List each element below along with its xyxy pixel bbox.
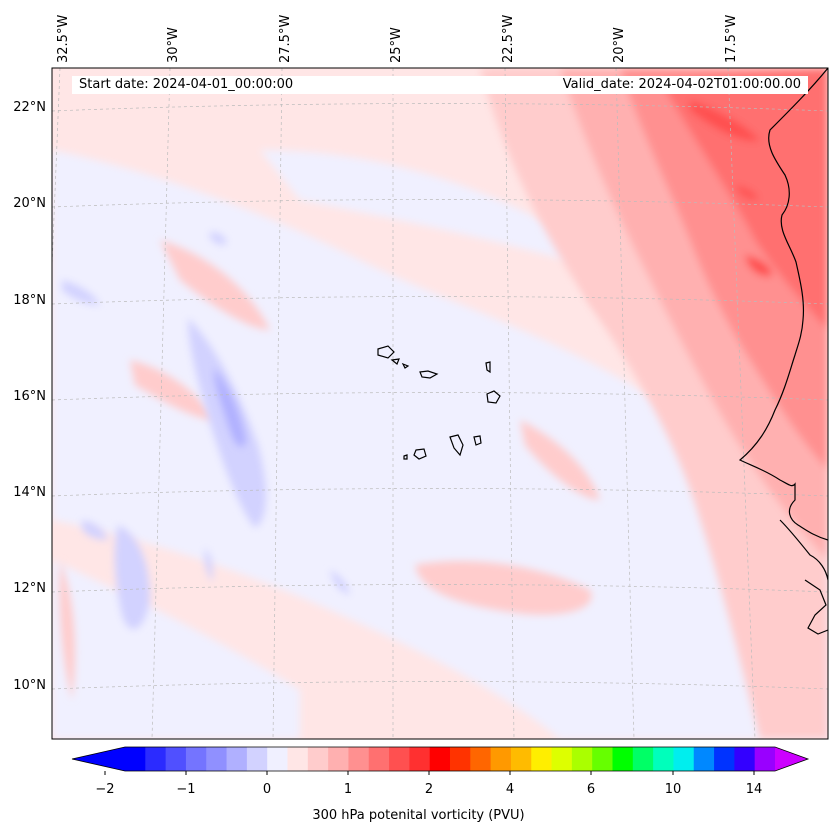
lat-tick-label: 20°N <box>13 196 46 211</box>
lon-tick-label: 32.5°W <box>56 15 71 63</box>
lat-tick-labels: 22°N 20°N 18°N 16°N 14°N 12°N 10°N <box>13 100 46 693</box>
colorbar-swatch <box>409 747 431 771</box>
valid-date-label: Valid_date: 2024-04-02T01:00:00.00 <box>427 76 808 94</box>
lat-tick-label: 10°N <box>13 678 46 693</box>
parallel-line <box>52 584 828 593</box>
colorbar-swatch <box>368 747 390 771</box>
colorbar-swatch <box>754 747 776 771</box>
colorbar-swatch <box>653 747 674 771</box>
colorbar-swatch <box>673 747 695 771</box>
colorbar-swatch <box>429 747 451 771</box>
colorbar-swatch <box>246 747 268 771</box>
map-frame <box>51 67 829 740</box>
colorbar-swatch <box>693 747 715 771</box>
colorbar-swatch <box>612 747 634 771</box>
colorbar-outline <box>71 746 810 772</box>
colorbar-swatch <box>734 747 756 771</box>
colorbar-swatch <box>531 747 553 771</box>
colorbar-tick-label: −1 <box>176 782 195 797</box>
colorbar-tick-label: 0 <box>263 782 271 797</box>
colorbar-swatch <box>226 747 248 771</box>
colorbar-tick-label: 2 <box>425 782 433 797</box>
gridlines <box>52 68 828 739</box>
colorbar-swatch <box>450 747 471 771</box>
colorbar-swatch <box>125 747 146 771</box>
colorbar-tick-label: 1 <box>344 782 352 797</box>
parallel-line <box>52 103 828 112</box>
colorbar-tick-label: −2 <box>95 782 114 797</box>
coastlines <box>377 68 828 635</box>
colorbar-swatch <box>267 747 288 771</box>
colorbar-swatch <box>165 747 187 771</box>
parallel-line <box>52 392 828 401</box>
colorbar-swatch <box>632 747 654 771</box>
colorbar <box>71 746 810 775</box>
lat-tick-label: 22°N <box>13 100 46 115</box>
colorbar-tick-label: 14 <box>746 782 763 797</box>
meridian-line <box>504 68 515 739</box>
lon-tick-label: 30°W <box>166 27 181 63</box>
colorbar-swatch <box>571 747 593 771</box>
meridian-line <box>727 68 756 739</box>
colorbar-tick-label: 6 <box>587 782 595 797</box>
lon-tick-labels: 32.5°W 30°W 27.5°W 25°W 22.5°W 20°W 17.5… <box>56 15 739 63</box>
lat-tick-label: 16°N <box>13 389 46 404</box>
lat-tick-label: 14°N <box>13 485 46 500</box>
colorbar-swatch <box>185 747 207 771</box>
start-date-label: Start date: 2024-04-01_00:00:00 <box>72 76 434 94</box>
lon-tick-label: 20°W <box>612 27 627 63</box>
colorbar-swatch <box>389 747 410 771</box>
colorbar-swatch <box>287 747 309 771</box>
parallel-line <box>52 199 828 208</box>
lat-tick-label: 12°N <box>13 581 46 596</box>
colorbar-swatch <box>592 747 613 771</box>
pv-field <box>52 68 828 739</box>
colorbar-over-arrow <box>775 747 808 771</box>
meridian-line <box>615 68 635 739</box>
lon-tick-label: 22.5°W <box>501 15 516 63</box>
parallel-line <box>52 681 828 690</box>
lon-tick-label: 17.5°W <box>724 15 739 63</box>
colorbar-swatch <box>551 747 573 771</box>
colorbar-swatch <box>307 747 329 771</box>
colorbar-swatch <box>348 747 370 771</box>
colorbar-tick-label: 10 <box>665 782 682 797</box>
lat-tick-label: 18°N <box>13 293 46 308</box>
colorbar-label: 300 hPa potenital vorticity (PVU) <box>312 808 525 823</box>
parallel-line <box>52 296 828 305</box>
meridian-line <box>272 68 283 739</box>
lon-tick-label: 25°W <box>389 27 404 63</box>
colorbar-under-arrow <box>72 747 125 771</box>
colorbar-swatch <box>490 747 512 771</box>
colorbar-tick-label: 4 <box>506 782 514 797</box>
meridian-line <box>151 68 171 739</box>
colorbar-swatch <box>714 747 735 771</box>
colorbar-tick-labels: −2 −1 0 1 2 4 6 10 14 <box>95 782 762 797</box>
lon-tick-label: 27.5°W <box>278 15 293 63</box>
colorbar-swatch <box>470 747 492 771</box>
colorbar-swatch <box>145 747 167 771</box>
colorbar-swatch <box>206 747 228 771</box>
colorbar-swatch <box>510 747 532 771</box>
parallel-line <box>52 488 828 497</box>
colorbar-swatch <box>328 747 349 771</box>
